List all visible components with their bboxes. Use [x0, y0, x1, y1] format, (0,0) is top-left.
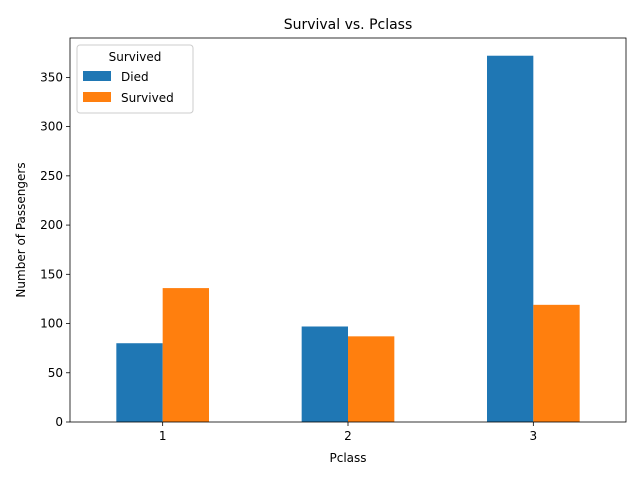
- bar-died-class-2: [301, 326, 348, 422]
- legend-label-survived: Survived: [121, 91, 174, 105]
- legend-title: Survived: [109, 50, 162, 64]
- legend-label-died: Died: [121, 70, 149, 84]
- x-tick-label: 2: [344, 429, 352, 443]
- y-tick-label: 300: [40, 120, 63, 134]
- x-tick-label: 1: [159, 429, 167, 443]
- legend: Survived Died Survived: [76, 44, 194, 114]
- y-tick-label: 0: [55, 415, 63, 429]
- y-tick-label: 50: [48, 366, 63, 380]
- x-tick-label: 3: [530, 429, 538, 443]
- x-axis-label: Pclass: [329, 451, 366, 465]
- y-tick-label: 150: [40, 267, 63, 281]
- y-tick-label: 200: [40, 218, 63, 232]
- plot-frame: [69, 37, 627, 423]
- legend-swatch-died: [83, 71, 111, 81]
- legend-swatch-survived: [83, 92, 111, 102]
- chart-title: Survival vs. Pclass: [284, 17, 413, 33]
- y-axis-label: Number of Passengers: [14, 162, 28, 297]
- bar-survived-class-3: [533, 304, 580, 422]
- bar-died-class-3: [487, 55, 534, 422]
- y-tick-label: 350: [40, 70, 63, 84]
- bar-survived-class-2: [348, 336, 395, 422]
- y-tick-label: 100: [40, 317, 63, 331]
- bar-died-class-1: [116, 343, 163, 422]
- bar-survived-class-1: [162, 288, 209, 422]
- y-tick-label: 250: [40, 169, 63, 183]
- plot-area: 0 50 100 150 200 250 300 350 1 2 3: [40, 55, 580, 443]
